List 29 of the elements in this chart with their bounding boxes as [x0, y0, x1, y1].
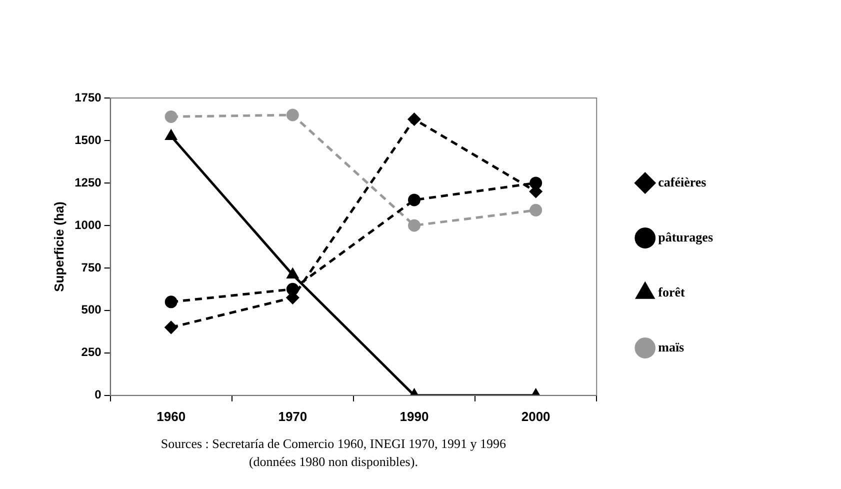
y-tick-label: 500	[81, 302, 102, 317]
x-tick-label: 1960	[156, 408, 186, 424]
y-tick-label: 1500	[74, 132, 102, 147]
point	[408, 194, 420, 206]
legend-label: maïs	[658, 339, 684, 354]
point	[166, 130, 177, 140]
legend-label: pâturages	[658, 229, 713, 244]
y-tick-label: 250	[81, 345, 102, 360]
y-tick-label: 750	[81, 260, 102, 274]
y-tick-label: 1750	[74, 90, 102, 104]
y-tick-label: 1250	[74, 175, 102, 190]
point	[408, 112, 420, 126]
y-tick-label: 0	[94, 388, 102, 402]
x-tick-label: 1990	[400, 408, 429, 424]
point	[530, 204, 542, 216]
point	[287, 268, 298, 278]
legend-label: forêt	[658, 284, 686, 300]
point	[408, 219, 420, 232]
y-tick-label: 1000	[74, 218, 102, 232]
y-axis-title: Superficie (ha)	[51, 202, 66, 292]
text: (données 1980 non disponibles).	[248, 454, 418, 469]
x-tick-label: 1970	[278, 408, 308, 424]
point	[164, 321, 178, 334]
legend-label: caféières	[658, 174, 706, 190]
point	[164, 110, 178, 123]
source-note: Sources : Secretaría de Comercio 1960, INEGI 1970, 1991 y 1996	[160, 436, 507, 451]
point	[286, 108, 299, 122]
point	[164, 296, 178, 308]
x-tick-label: 2000	[521, 408, 550, 424]
